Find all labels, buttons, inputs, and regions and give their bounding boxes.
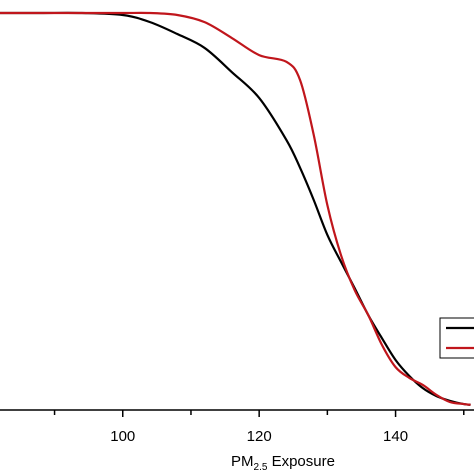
x-tick-label: 140: [383, 428, 408, 445]
x-label-subscript: 2.5: [254, 462, 268, 473]
series-line: [0, 11, 471, 406]
x-label-suffix: Exposure: [267, 453, 335, 470]
x-label-main: PM: [231, 453, 254, 470]
x-tick-label: 100: [110, 428, 135, 445]
series-line: [0, 11, 471, 406]
x-tick-label: 120: [247, 428, 272, 445]
x-axis-label: PM2.5 Exposure: [231, 453, 335, 473]
legend: [439, 317, 474, 359]
